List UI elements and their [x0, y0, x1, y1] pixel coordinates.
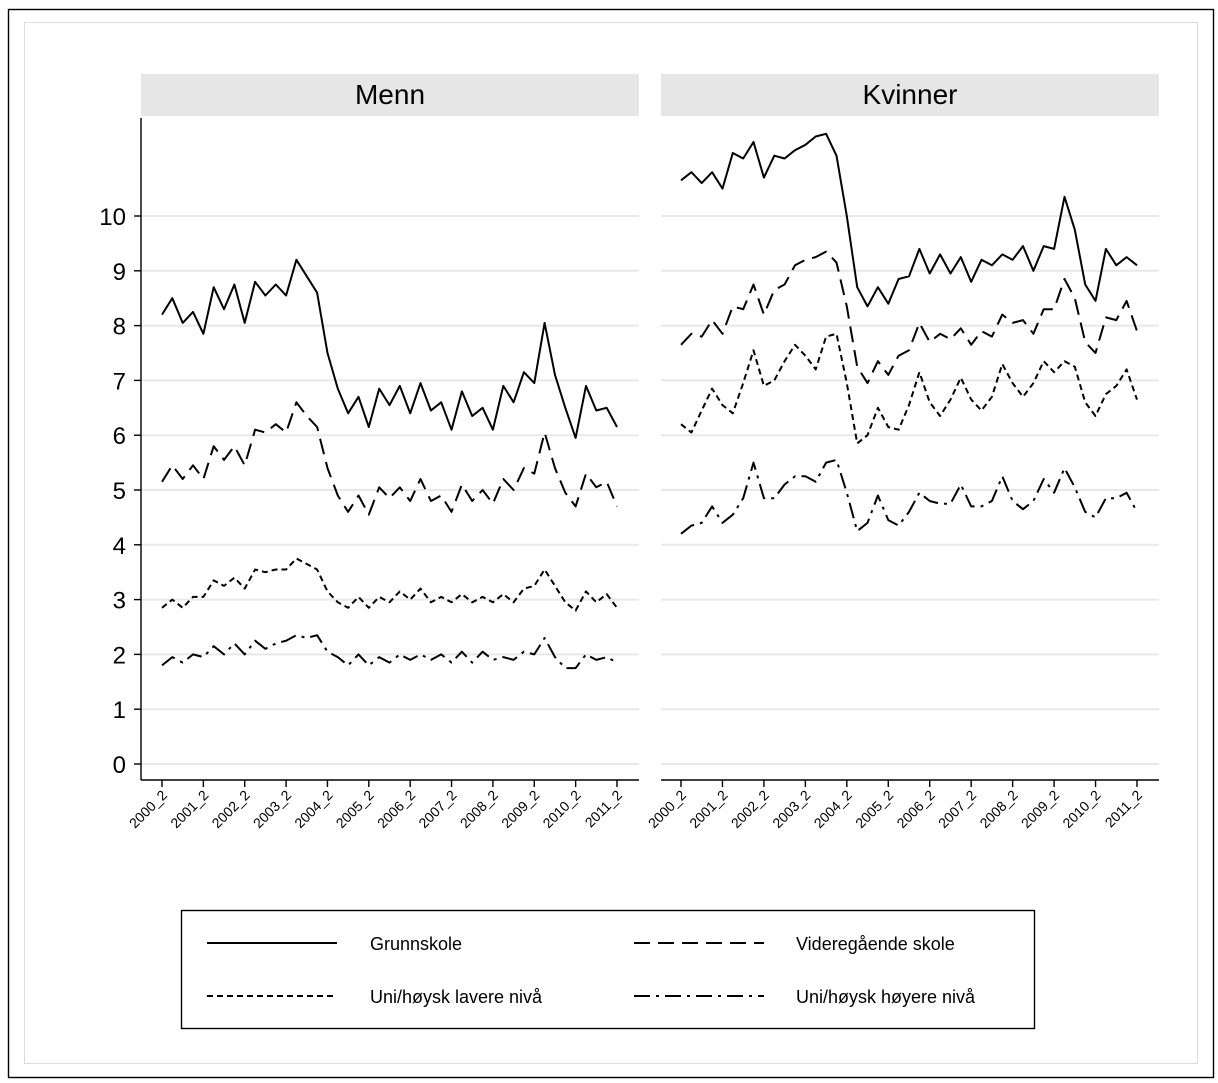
y-tick-label: 0 — [113, 752, 126, 779]
y-tick-label: 9 — [113, 259, 126, 286]
panel-header-kvinner — [661, 74, 1159, 116]
legend-label-videregaende: Videregående skole — [796, 934, 955, 954]
legend-label-uni-hoyere: Uni/høysk høyere nivå — [796, 987, 976, 1007]
y-tick-label: 7 — [113, 368, 126, 395]
y-tick-label: 4 — [113, 533, 126, 560]
series-line-uni-h-ysk-h-yere-niv — [161, 634, 618, 670]
series-line-videreg-ende-skole — [161, 401, 618, 516]
legend-box — [180, 909, 1036, 1030]
inner-frame — [24, 22, 1198, 1064]
y-tick-label: 10 — [99, 204, 126, 231]
kvinner-gridlines — [661, 215, 1159, 765]
legend: Grunnskole Videregående skole Uni/høysk … — [180, 909, 1036, 1030]
y-tick-label: 1 — [113, 697, 126, 724]
legend-label-grunnskole: Grunnskole — [370, 934, 462, 954]
series-line-videreg-ende-skole — [680, 250, 1138, 385]
series-line-uni-h-ysk-h-yere-niv — [680, 458, 1138, 535]
y-tick-label: 2 — [113, 642, 126, 669]
y-tick-label: 3 — [113, 588, 126, 615]
kvinner-series — [680, 132, 1138, 535]
menn-series — [161, 258, 618, 670]
outer-frame — [7, 8, 1215, 1079]
series-line-grunnskole — [680, 132, 1138, 308]
series-line-grunnskole — [161, 258, 618, 439]
panel-title-menn: Menn — [355, 79, 425, 110]
panel-header-menn — [141, 74, 639, 116]
y-tick-label: 8 — [113, 314, 126, 341]
series-line-uni-h-ysk-lavere-niv — [680, 332, 1138, 445]
y-tick-label: 5 — [113, 478, 126, 505]
series-line-uni-h-ysk-lavere-niv — [161, 557, 618, 612]
panel-title-kvinner: Kvinner — [863, 79, 958, 110]
legend-label-uni-lavere: Uni/høysk lavere nivå — [370, 987, 543, 1007]
y-tick-label: 6 — [113, 423, 126, 450]
menn-y-axis: 0 1 2 3 4 5 6 7 8 9 10 — [99, 118, 142, 780]
